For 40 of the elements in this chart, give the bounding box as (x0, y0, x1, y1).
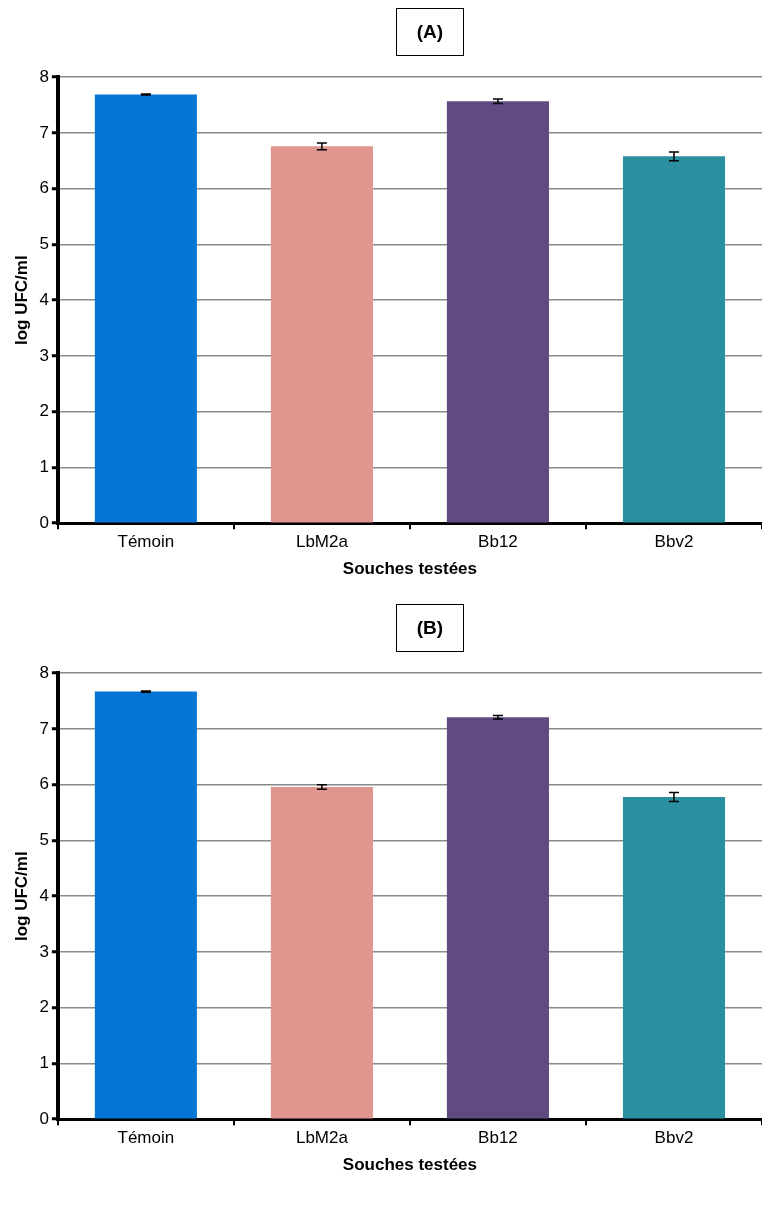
x-tick-label: Témoin (117, 532, 175, 552)
bar (94, 94, 197, 523)
bar (270, 146, 373, 523)
x-tick-label: Bbv2 (654, 1128, 694, 1148)
y-tick-label: 2 (39, 997, 49, 1017)
x-tick-label: LbM2a (295, 532, 349, 552)
y-tick-label: 0 (39, 1108, 49, 1128)
y-axis-title: log UFC/ml (11, 255, 31, 346)
bar (94, 691, 197, 1119)
y-tick-label: 4 (39, 289, 49, 309)
x-axis-title: Souches testées (342, 1155, 478, 1175)
y-tick-label: 8 (39, 662, 49, 682)
x-axis-title: Souches testées (342, 559, 478, 579)
bar (446, 717, 549, 1119)
x-tick-label: Bb12 (478, 532, 518, 552)
y-tick-label: 5 (39, 234, 49, 254)
y-tick-label: 5 (39, 830, 49, 850)
y-tick-label: 3 (39, 941, 49, 961)
y-axis-title: log UFC/ml (11, 851, 31, 942)
bar (270, 786, 373, 1119)
y-tick-label: 7 (39, 718, 49, 738)
x-tick-label: Bbv2 (654, 532, 694, 552)
y-tick-label: 2 (39, 401, 49, 421)
y-tick-label: 1 (39, 457, 49, 477)
x-tick-label: LbM2a (295, 1128, 349, 1148)
bar (622, 796, 726, 1119)
y-tick-label: 6 (39, 178, 49, 198)
chart-title: (B) (395, 604, 465, 652)
y-tick-label: 7 (39, 122, 49, 142)
x-tick-label: Témoin (117, 1128, 175, 1148)
bar (622, 156, 726, 523)
y-tick-label: 4 (39, 885, 49, 905)
y-tick-label: 6 (39, 774, 49, 794)
y-tick-label: 1 (39, 1053, 49, 1073)
x-tick-label: Bb12 (478, 1128, 518, 1148)
chart-title: (A) (395, 8, 465, 56)
y-tick-label: 0 (39, 512, 49, 532)
y-tick-label: 3 (39, 345, 49, 365)
bar (446, 101, 549, 523)
y-tick-label: 8 (39, 66, 49, 86)
